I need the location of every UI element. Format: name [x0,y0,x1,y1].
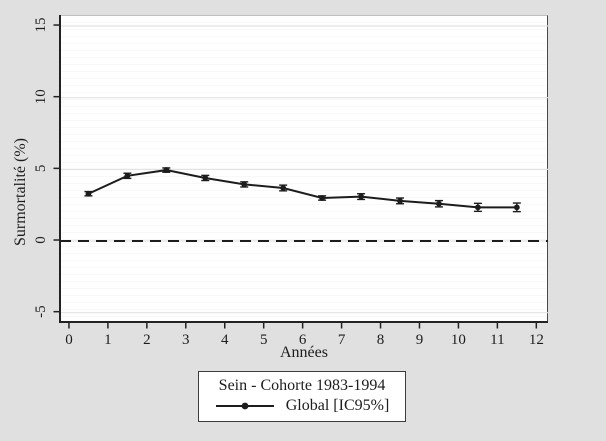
svg-text:-5: -5 [33,305,49,318]
x-axis-title: Années [280,344,328,361]
y-axis-title: Surmortalité (%) [12,138,29,246]
legend-title: Sein - Cohorte 1983-1994 [218,377,386,394]
legend-entry: Global [IC95%] [199,397,405,415]
svg-text:5: 5 [33,165,49,173]
legend: Sein - Cohorte 1983-1994 Global [IC95%] [198,371,406,422]
plot-canvas [60,25,548,314]
line-with-marker-icon [215,402,274,410]
svg-text:15: 15 [33,18,49,33]
legend-entry-label: Global [IC95%] [285,397,390,414]
plot-area [60,15,548,322]
svg-text:0: 0 [33,236,49,244]
svg-text:10: 10 [33,89,49,104]
